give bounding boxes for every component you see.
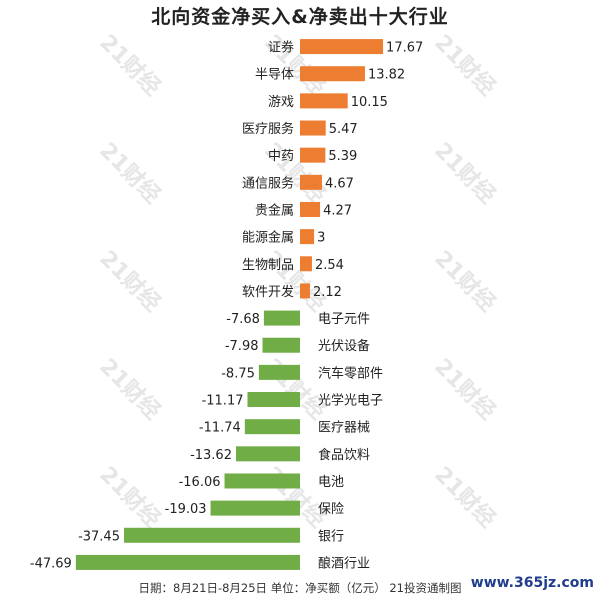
bar-19	[123, 527, 300, 543]
bar-17	[224, 473, 300, 489]
category-label: 医疗服务	[242, 121, 294, 137]
bar-10	[300, 283, 310, 299]
category-label: 光学光电子	[318, 393, 383, 409]
value-label: -7.98	[225, 339, 259, 354]
category-label: 贵金属	[255, 202, 294, 218]
site-watermark: www.365jz.com	[470, 575, 594, 591]
chart-title: 北向资金净买入&净卖出十大行业	[151, 6, 449, 28]
category-label: 光伏设备	[318, 338, 370, 354]
bar-7	[300, 201, 321, 217]
category-label: 中药	[268, 149, 294, 164]
bar-3	[300, 93, 348, 109]
category-label: 食品饮料	[318, 447, 370, 463]
value-label: 2.12	[313, 285, 342, 300]
bar-4	[300, 120, 326, 136]
bar-8	[300, 229, 315, 245]
value-label: -37.45	[78, 529, 120, 544]
value-label: -16.06	[179, 475, 221, 490]
watermark-text: 21财经	[94, 137, 165, 208]
value-label: 5.47	[329, 122, 358, 137]
footnote: 日期：8月21日-8月25日 单位：净买额（亿元） 21投资通制图	[138, 581, 462, 595]
bar-2	[300, 66, 365, 82]
bar-12	[262, 337, 300, 353]
watermark-text: 21财经	[429, 137, 500, 208]
category-label: 证券	[268, 40, 294, 56]
category-label: 电池	[318, 475, 344, 490]
category-label: 电子元件	[318, 312, 370, 327]
watermark-text: 21财经	[429, 29, 500, 100]
bar-14	[247, 392, 300, 408]
watermark-text: 21财经	[259, 461, 330, 532]
value-label: -7.68	[226, 312, 260, 327]
value-label: -11.74	[199, 421, 241, 436]
bar-20	[75, 554, 301, 570]
category-label: 保险	[318, 502, 344, 517]
watermark-text: 21财经	[259, 353, 330, 424]
bar-13	[258, 364, 300, 380]
value-label: 4.67	[325, 176, 354, 191]
bar-1	[300, 39, 384, 55]
watermark-text: 21财经	[94, 353, 165, 424]
bar-5	[300, 147, 326, 163]
bar-15	[244, 419, 300, 435]
category-label: 游戏	[268, 95, 294, 110]
labels-layer: 证券 17.67 半导体 13.82 游戏 10.15 医疗服务 5.47 中药 5.39 通信服务…	[30, 40, 423, 572]
value-label: 17.67	[386, 41, 423, 56]
watermark-text: 21财经	[429, 461, 500, 532]
category-label: 酿酒行业	[318, 555, 370, 571]
value-label: 2.54	[315, 258, 344, 273]
value-label: 13.82	[368, 68, 405, 83]
value-label: 3	[317, 231, 325, 246]
bar-16	[235, 446, 300, 462]
category-label: 汽车零部件	[318, 365, 383, 381]
watermark-text: 21财经	[94, 29, 165, 100]
category-label: 医疗器械	[318, 421, 370, 436]
category-label: 通信服务	[242, 175, 294, 191]
bar-11	[263, 310, 300, 326]
watermark-text: 21财经	[94, 461, 165, 532]
value-label: -8.75	[221, 366, 255, 381]
bar-6	[300, 174, 322, 190]
bar-18	[210, 500, 300, 516]
category-label: 软件开发	[242, 284, 294, 300]
category-label: 能源金属	[242, 230, 294, 246]
category-label: 生物制品	[242, 258, 294, 273]
watermark-text: 21财经	[259, 245, 330, 316]
value-label: -19.03	[165, 502, 207, 517]
watermark-text: 21财经	[429, 353, 500, 424]
value-label: 10.15	[351, 95, 388, 110]
value-label: -11.17	[202, 394, 244, 409]
value-label: 4.27	[323, 203, 352, 218]
bar-9	[300, 256, 312, 272]
value-label: -47.69	[30, 556, 72, 571]
watermark-text: 21财经	[94, 245, 165, 316]
value-label: 5.39	[328, 149, 357, 164]
category-label: 半导体	[255, 68, 294, 83]
category-label: 银行	[318, 529, 344, 544]
value-label: -13.62	[190, 448, 232, 463]
watermark-text: 21财经	[429, 245, 500, 316]
bars-layer	[75, 39, 384, 570]
